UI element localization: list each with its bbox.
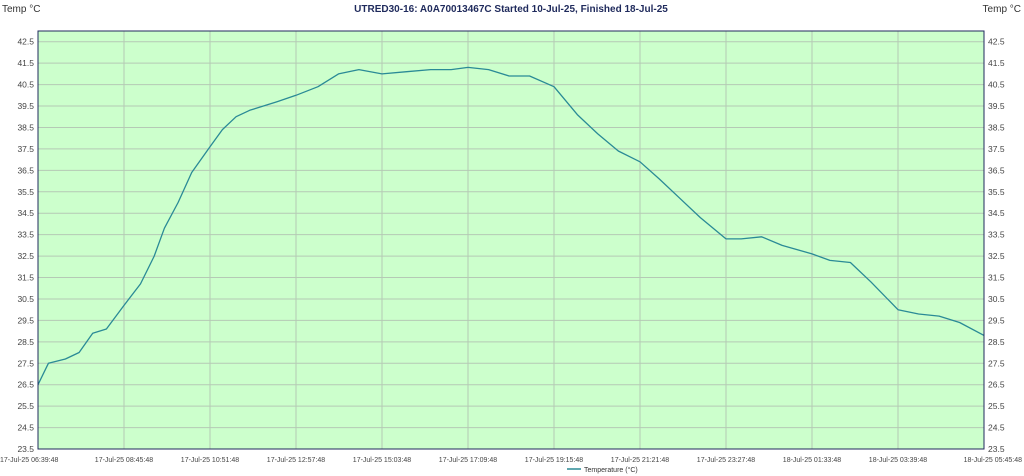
y-tick-label-right: 30.5 [988, 294, 1005, 304]
x-tick-label: 17-Jul-25 15:03:48 [353, 457, 411, 464]
y-tick-label-left: 40.5 [17, 80, 34, 90]
y-tick-label-right: 39.5 [988, 101, 1005, 111]
y-tick-label-left: 42.5 [17, 37, 34, 47]
y-tick-label-right: 32.5 [988, 251, 1005, 261]
y-tick-labels: 23.5 23.5 24.5 24.5 25.5 25.5 26.5 26.5 27.5 27.5… [17, 37, 1004, 454]
y-tick-label-right: 28.5 [988, 337, 1005, 347]
x-tick-label: 17-Jul-25 08:45:48 [95, 457, 153, 464]
x-tick-label: 17-Jul-25 10:51:48 [181, 457, 239, 464]
y-tick-label-right: 38.5 [988, 122, 1005, 132]
x-tick-label: 18-Jul-25 03:39:48 [869, 457, 927, 464]
grid-lines [38, 31, 984, 450]
y-tick-label-right: 41.5 [988, 58, 1005, 68]
y-tick-label-left: 31.5 [17, 273, 34, 283]
x-tick-labels: 17-Jul-25 06:39:48 17-Jul-25 08:45:48 17-J… [0, 457, 1022, 464]
y-tick-label-right: 40.5 [988, 80, 1005, 90]
y-tick-label-left: 32.5 [17, 251, 34, 261]
plot-area [38, 31, 984, 449]
y-axis-label-right: Temp °C [983, 4, 1021, 15]
y-tick-label-left: 34.5 [17, 208, 34, 218]
y-tick-label-left: 36.5 [17, 165, 34, 175]
y-tick-label-right: 27.5 [988, 358, 1005, 368]
x-tick-label: 18-Jul-25 05:45:48 [964, 457, 1022, 464]
y-tick-label-left: 38.5 [17, 122, 34, 132]
y-tick-label-left: 25.5 [17, 401, 34, 411]
y-tick-label-left: 35.5 [17, 187, 34, 197]
y-tick-label-left: 30.5 [17, 294, 34, 304]
y-tick-label-right: 25.5 [988, 401, 1005, 411]
y-tick-label-left: 39.5 [17, 101, 34, 111]
x-tick-label: 17-Jul-25 12:57:48 [267, 457, 325, 464]
y-tick-label-right: 23.5 [988, 444, 1005, 454]
plot-border [37, 30, 985, 450]
x-tick-label: 17-Jul-25 17:09:48 [439, 457, 497, 464]
y-tick-label-left: 23.5 [17, 444, 34, 454]
y-tick-label-right: 24.5 [988, 423, 1005, 433]
y-tick-label-right: 34.5 [988, 208, 1005, 218]
x-tick-label: 18-Jul-25 01:33:48 [783, 457, 841, 464]
y-tick-label-left: 29.5 [17, 315, 34, 325]
y-tick-label-right: 42.5 [988, 37, 1005, 47]
x-tick-label: 17-Jul-25 06:39:48 [0, 457, 58, 464]
y-tick-label-right: 37.5 [988, 144, 1005, 154]
series-line-temperature [37, 66, 985, 385]
y-tick-label-left: 27.5 [17, 358, 34, 368]
legend-label: Temperature (°C) [584, 466, 638, 474]
x-tick-label: 17-Jul-25 21:21:48 [611, 457, 669, 464]
y-tick-label-left: 37.5 [17, 144, 34, 154]
x-tick-label: 17-Jul-25 19:15:48 [525, 457, 583, 464]
y-tick-label-right: 33.5 [988, 230, 1005, 240]
y-tick-label-left: 33.5 [17, 230, 34, 240]
y-tick-label-right: 29.5 [988, 315, 1005, 325]
series-layer [37, 66, 985, 385]
y-axis-label-left: Temp °C [2, 4, 40, 15]
chart-title: UTRED30-16: A0A70013467C Started 10-Jul-… [354, 4, 668, 15]
y-tick-label-left: 24.5 [17, 423, 34, 433]
y-tick-label-left: 41.5 [17, 58, 34, 68]
y-tick-label-right: 35.5 [988, 187, 1005, 197]
y-tick-label-right: 31.5 [988, 273, 1005, 283]
legend: Temperature (°C) [567, 466, 638, 474]
x-tick-label: 17-Jul-25 23:27:48 [697, 457, 755, 464]
y-tick-label-left: 28.5 [17, 337, 34, 347]
y-tick-label-left: 26.5 [17, 380, 34, 390]
y-tick-label-right: 36.5 [988, 165, 1005, 175]
y-tick-label-right: 26.5 [988, 380, 1005, 390]
